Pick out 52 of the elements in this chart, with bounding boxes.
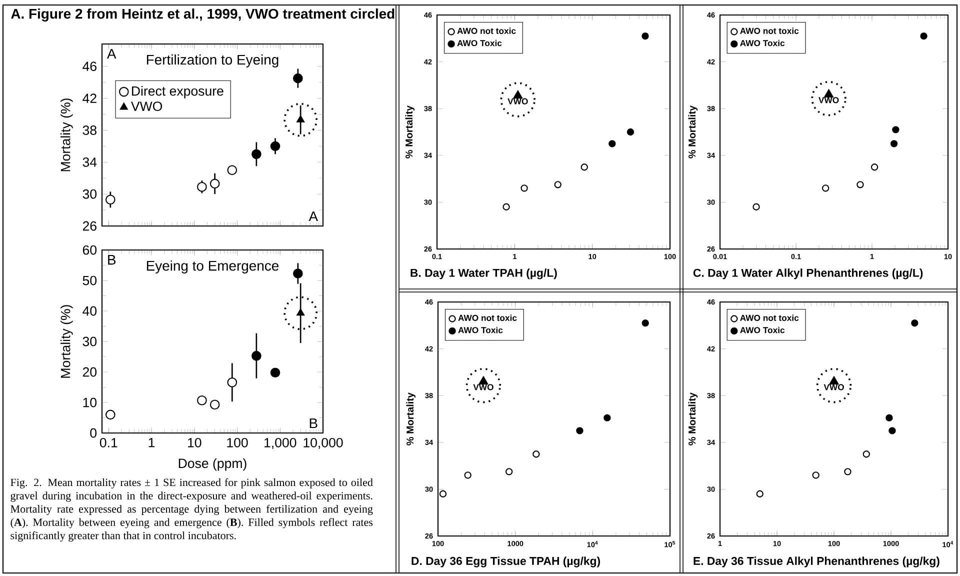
x-axis-title: B. Day 1 Water TPAH (µg/L): [410, 268, 557, 280]
text: Eyeing to Emergence: [146, 260, 279, 274]
annotation: A: [106, 48, 116, 59]
legend-label: AWO Toxic: [740, 40, 785, 46]
x-axis-title: Dose (ppm): [178, 458, 246, 471]
x-tick-label: 10: [188, 438, 202, 448]
annotation: A: [308, 211, 318, 222]
legend-label: AWO Toxic: [740, 326, 785, 334]
x-tick-label: 100: [227, 438, 248, 448]
y-tick-label: 46: [82, 62, 96, 72]
y-axis-title: Mortality (%): [60, 305, 73, 378]
x-tick-label: 1: [148, 438, 155, 448]
y-axis-title: Mortality (%): [60, 98, 73, 172]
x-axis-title: C. Day 1 Water Alkyl Phenanthrenes (µg/L): [693, 268, 923, 280]
y-tick-label: 42: [82, 94, 96, 103]
chart-title: A. Figure 2 from Heintz et al., 1999, VWO treatment circled: [11, 8, 394, 22]
legend-label: AWO not toxic: [458, 314, 517, 321]
y-tick-label: 10: [83, 398, 97, 408]
x-axis-title: E. Day 36 Tissue Alkyl Phenanthrenes (µg/kg): [694, 556, 940, 568]
annotation: B: [108, 254, 116, 265]
x-axis-title: D. Day 36 Egg Tissue TPAH (µg/kg): [412, 556, 600, 568]
y-axis-title: % Mortality: [405, 106, 415, 158]
x-tick-label: 0.1: [100, 438, 118, 448]
x-tick-label: 1,000: [264, 438, 296, 449]
legend-label: Direct exposure: [132, 86, 224, 98]
annotation: VWO: [818, 97, 839, 104]
y-tick-label: 20: [82, 367, 97, 377]
y-axis-title: % Mortality: [406, 392, 416, 446]
annotation: VWO: [508, 98, 528, 104]
y-tick-label: 40: [82, 306, 97, 316]
y-axis-title: % Mortality: [688, 106, 698, 158]
text: Fertilization to Eyeing: [146, 54, 278, 68]
legend-label: AWO not toxic: [740, 314, 799, 321]
y-tick-label: 38: [82, 126, 96, 135]
legend-label: AWO not toxic: [740, 28, 799, 34]
annotation: VWO: [473, 384, 494, 390]
y-tick-label: 30: [82, 189, 97, 199]
y-tick-label: 34: [82, 157, 97, 167]
y-tick-label: 30: [82, 336, 97, 346]
legend-label: AWO Toxic: [457, 40, 502, 46]
y-tick-label: 50: [82, 276, 97, 286]
legend-label: AWO not toxic: [457, 28, 516, 34]
y-tick-label: 26: [82, 221, 96, 231]
y-axis-title: % Mortality: [688, 392, 698, 446]
annotation: VWO: [824, 384, 844, 390]
y-tick-label: 60: [82, 245, 97, 255]
legend-label: VWO: [130, 102, 162, 111]
y-tick-label: 0: [90, 428, 97, 438]
annotation: B: [310, 418, 318, 428]
legend-label: AWO Toxic: [458, 326, 503, 334]
x-tick-label: 10,000: [304, 438, 343, 449]
text: Fig. 2. Mean mortality rates ± 1 SE increased for pink salmon exposed to oiled gravel during incubation in the direct-exposure and weathered-oil experiments. Mortality rate expressed as percentage dying between fertilization and eyeing (A). Mortality between eyeing and emergence (B). Filled symbols reflect rates significantly greater than that in control incubators.: [10, 478, 373, 542]
